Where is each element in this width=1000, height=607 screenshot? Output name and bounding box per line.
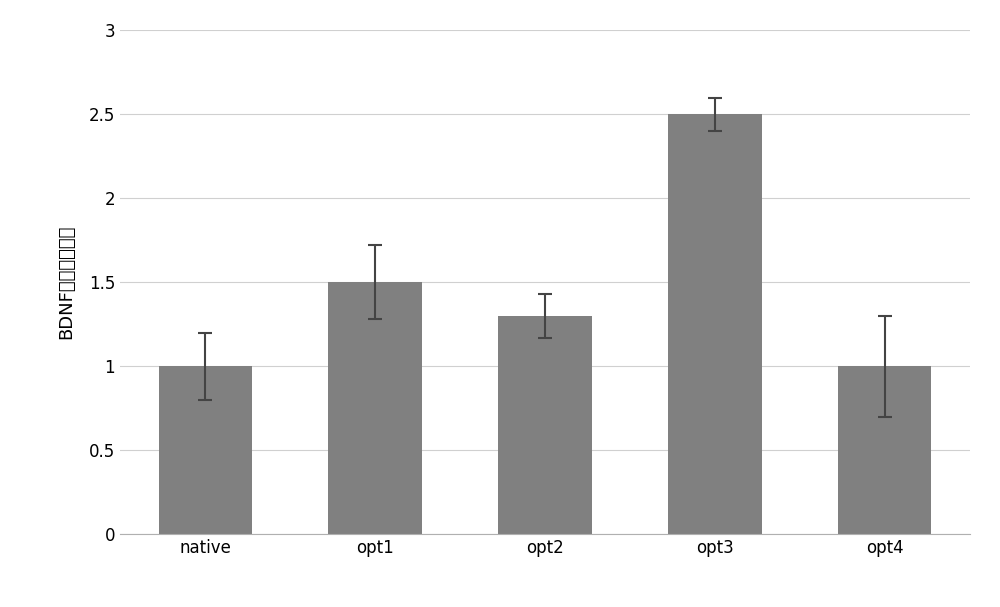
Bar xyxy=(328,282,422,534)
Bar xyxy=(159,366,252,534)
Bar xyxy=(838,366,931,534)
Y-axis label: BDNF相对表达水平: BDNF相对表达水平 xyxy=(57,225,75,339)
Bar xyxy=(668,114,762,534)
Bar xyxy=(498,316,592,534)
